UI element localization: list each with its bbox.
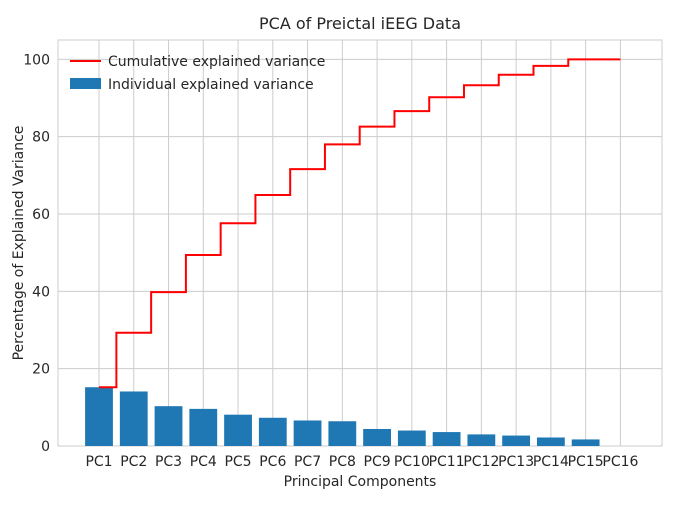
x-tick-label: PC1 (85, 454, 112, 470)
bar (397, 430, 426, 446)
x-tick-label: PC9 (364, 454, 391, 470)
x-axis-label: Principal Components (284, 474, 437, 490)
plot-area (57, 39, 663, 447)
x-tick-label: PC11 (429, 454, 465, 470)
x-tick-label: PC8 (329, 454, 356, 470)
y-axis-label: Percentage of Explained Variance (11, 126, 27, 361)
legend-swatch-individual (70, 78, 101, 89)
legend: Cumulative explained variance Individual… (70, 54, 325, 93)
bar (119, 391, 148, 446)
bar (85, 387, 113, 446)
legend-label-cumulative: Cumulative explained variance (108, 54, 325, 70)
y-tick-label: 80 (32, 130, 50, 146)
x-tick-label: PC12 (463, 454, 499, 470)
bar (467, 434, 496, 446)
bar (432, 432, 461, 446)
y-tick-labels: 0 20 40 60 80 100 (23, 52, 50, 455)
bar (224, 414, 252, 446)
y-tick-label: 40 (32, 284, 50, 300)
x-tick-label: PC14 (533, 454, 569, 470)
x-tick-label: PC15 (568, 454, 604, 470)
y-tick-label: 0 (41, 439, 50, 455)
x-tick-label: PC13 (498, 454, 534, 470)
x-tick-label: PC5 (224, 454, 251, 470)
y-tick-label: 60 (32, 207, 50, 223)
bar (328, 421, 357, 446)
x-tick-label: PC16 (602, 454, 638, 470)
x-tick-label: PC10 (394, 454, 430, 470)
x-tick-label: PC2 (120, 454, 147, 470)
bar (536, 437, 565, 446)
bar (293, 420, 322, 446)
cumulative-series (99, 58, 621, 389)
y-tick-label: 20 (32, 362, 50, 378)
x-tick-label: PC4 (190, 454, 217, 470)
cumulative-step-line (99, 58, 621, 389)
bar-series (85, 387, 600, 446)
x-tick-label: PC3 (155, 454, 182, 470)
x-tick-label: PC6 (259, 454, 286, 470)
x-tick-label: PC7 (294, 454, 321, 470)
bar (571, 439, 600, 446)
bar (502, 435, 531, 446)
x-gridlines (98, 40, 621, 446)
x-tick-labels: PC1 PC2 PC3 PC4 PC5 PC6 PC7 PC8 PC9 PC10PC11PC12P… (85, 454, 638, 470)
bar (154, 406, 183, 446)
bar (258, 417, 287, 446)
y-tick-label: 100 (23, 52, 50, 68)
bar (189, 408, 218, 446)
bar (363, 428, 391, 446)
legend-label-individual: Individual explained variance (108, 77, 314, 93)
chart-title: PCA of Preictal iEEG Data (259, 14, 461, 33)
